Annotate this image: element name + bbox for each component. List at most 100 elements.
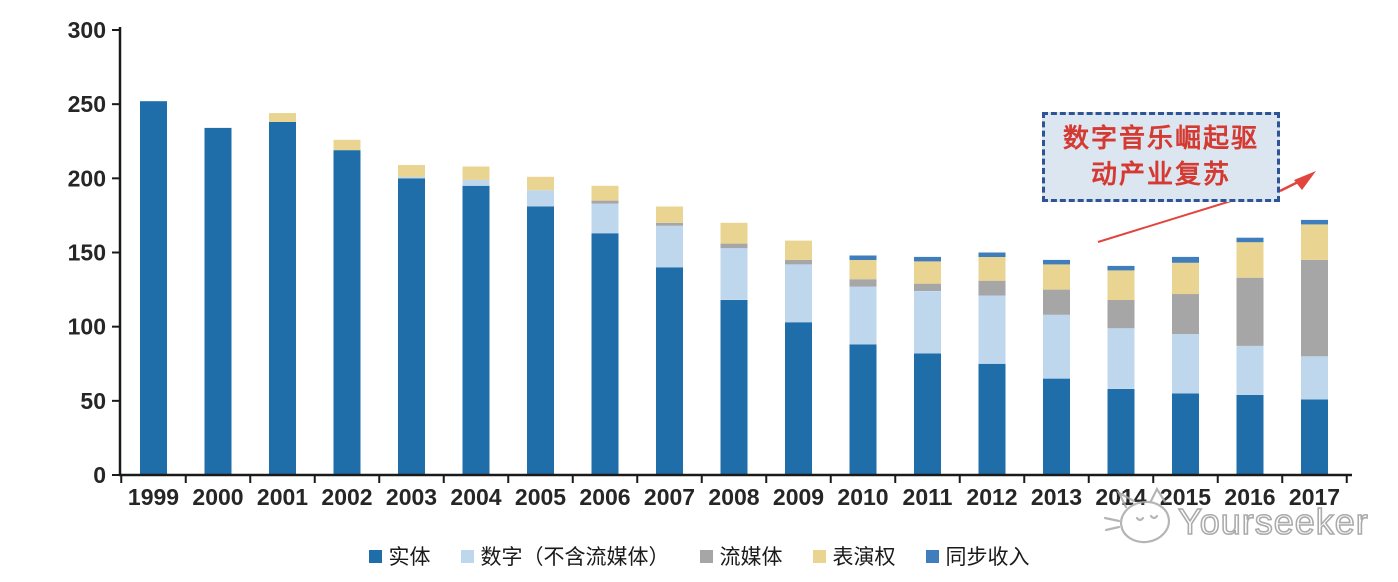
legend-swatch bbox=[460, 549, 474, 563]
bar-segment-2004-s1 bbox=[462, 179, 490, 186]
legend-label: 同步收入 bbox=[945, 545, 1030, 569]
bar-segment-1999-s0 bbox=[140, 101, 167, 475]
bar-segment-2011-s2 bbox=[914, 283, 941, 291]
bar-segment-2016-s2 bbox=[1236, 277, 1264, 346]
bar-segment-2007-s3 bbox=[656, 206, 683, 223]
bar-segment-2016-s1 bbox=[1236, 345, 1264, 395]
legend-label: 实体 bbox=[388, 545, 431, 569]
bar-segment-2005-s0 bbox=[527, 206, 554, 475]
bar-segment-2014-s3 bbox=[1107, 270, 1135, 300]
bar-segment-2009-s1 bbox=[785, 264, 812, 323]
bar-segment-2014-s2 bbox=[1107, 300, 1135, 329]
bar-segment-2015-s2 bbox=[1172, 294, 1199, 335]
bar-segment-2010-s1 bbox=[849, 286, 877, 345]
bar-segment-2009-s0 bbox=[785, 322, 812, 475]
bar-segment-2000-s0 bbox=[204, 127, 232, 476]
bar-segment-2013-s2 bbox=[1043, 289, 1070, 315]
x-tick-label: 2004 bbox=[450, 484, 501, 510]
x-tick-label: 2008 bbox=[708, 484, 759, 510]
x-tick-label: 1999 bbox=[128, 484, 179, 510]
x-tick-label: 2013 bbox=[1031, 484, 1082, 510]
x-tick-label: 2010 bbox=[837, 484, 888, 510]
x-tick-label: 2017 bbox=[1289, 484, 1340, 510]
annotation-line2: 动产业复苏 bbox=[1090, 160, 1231, 190]
legend-item-0: 实体 bbox=[368, 541, 431, 571]
bar-segment-2013-s1 bbox=[1043, 314, 1070, 379]
legend-swatch bbox=[925, 549, 939, 563]
bar-segment-2017-s1 bbox=[1301, 356, 1328, 400]
y-tick-label: 150 bbox=[68, 240, 106, 266]
bar-segment-2014-s4 bbox=[1107, 265, 1135, 271]
x-tick-label: 2000 bbox=[192, 484, 243, 510]
legend-item-4: 同步收入 bbox=[925, 541, 1030, 571]
y-tick-label: 0 bbox=[93, 462, 106, 488]
bar-segment-2012-s1 bbox=[978, 295, 1006, 364]
bar-segment-2017-s0 bbox=[1301, 399, 1328, 476]
bar-segment-2005-s3 bbox=[527, 176, 554, 191]
y-tick-label: 300 bbox=[68, 17, 106, 43]
bar-segment-2003-s3 bbox=[398, 165, 425, 177]
bar-segment-2002-s0 bbox=[333, 150, 361, 475]
bar-segment-2007-s1 bbox=[656, 225, 683, 268]
bar-segment-2016-s0 bbox=[1236, 394, 1264, 475]
bar-segment-2003-s0 bbox=[398, 178, 425, 476]
bar-segment-2010-s4 bbox=[849, 255, 877, 260]
bar-segment-2008-s1 bbox=[720, 248, 748, 300]
bar-segment-2011-s1 bbox=[914, 291, 941, 354]
bar-segment-2006-s2 bbox=[591, 200, 619, 204]
y-tick-label: 200 bbox=[68, 165, 106, 191]
bar-segment-2010-s2 bbox=[849, 279, 877, 287]
x-tick-label: 2003 bbox=[386, 484, 437, 510]
x-tick-label: 2011 bbox=[903, 484, 953, 510]
bar-segment-2016-s3 bbox=[1236, 242, 1264, 278]
bar-segment-2006-s0 bbox=[591, 233, 619, 475]
x-tick-label: 2001 bbox=[257, 484, 308, 510]
legend-swatch bbox=[699, 549, 713, 563]
chart-legend: 实体 数字（不含流媒体） 流媒体 表演权 同步收入 bbox=[0, 541, 1398, 571]
bar-segment-2010-s3 bbox=[849, 259, 877, 280]
bar-segment-2015-s1 bbox=[1172, 334, 1199, 394]
bar-segment-2008-s2 bbox=[720, 243, 748, 249]
legend-label: 表演权 bbox=[832, 545, 896, 569]
bar-segment-2011-s4 bbox=[914, 256, 941, 262]
legend-item-2: 流媒体 bbox=[699, 541, 783, 571]
x-tick-label: 2009 bbox=[773, 484, 824, 510]
bar-segment-2008-s3 bbox=[720, 222, 748, 244]
legend-swatch bbox=[812, 549, 826, 563]
annotation-callout: 数字音乐崛起驱 动产业复苏 bbox=[1042, 112, 1280, 202]
legend-swatch bbox=[368, 549, 382, 563]
bar-segment-2004-s3 bbox=[462, 166, 490, 180]
legend-item-3: 表演权 bbox=[812, 541, 896, 571]
bar-segment-2008-s0 bbox=[720, 300, 748, 475]
bar-segment-2013-s3 bbox=[1043, 264, 1070, 290]
bar-segment-2013-s4 bbox=[1043, 259, 1070, 265]
bar-segment-2009-s2 bbox=[785, 259, 812, 265]
bar-segment-2011-s3 bbox=[914, 261, 941, 284]
bar-segment-2006-s3 bbox=[591, 185, 619, 201]
bar-segment-2011-s0 bbox=[914, 353, 941, 475]
x-tick-label: 2002 bbox=[321, 484, 372, 510]
bar-segment-2010-s0 bbox=[849, 344, 877, 475]
bar-segment-2016-s4 bbox=[1236, 237, 1264, 243]
bar-segment-2012-s4 bbox=[978, 252, 1006, 257]
bar-segment-2002-s3 bbox=[333, 139, 361, 151]
bar-segment-2014-s0 bbox=[1107, 389, 1135, 475]
bar-segment-2003-s1 bbox=[398, 176, 425, 179]
bar-segment-2005-s1 bbox=[527, 190, 554, 207]
y-tick-label: 250 bbox=[68, 91, 106, 117]
y-tick-label: 50 bbox=[80, 388, 106, 414]
bar-segment-2017-s3 bbox=[1301, 224, 1328, 260]
bar-segment-2014-s1 bbox=[1107, 328, 1135, 389]
bar-segment-2007-s2 bbox=[656, 222, 683, 226]
bar-segment-2001-s0 bbox=[269, 122, 296, 475]
bar-segment-2007-s0 bbox=[656, 267, 683, 475]
x-tick-label: 2006 bbox=[579, 484, 630, 510]
bar-segment-2012-s0 bbox=[978, 363, 1006, 476]
bar-segment-2012-s3 bbox=[978, 256, 1006, 281]
annotation-line1: 数字音乐崛起驱 bbox=[1062, 124, 1259, 154]
x-tick-label: 2014 bbox=[1095, 484, 1146, 510]
bar-segment-2015-s0 bbox=[1172, 393, 1199, 475]
bar-segment-2004-s0 bbox=[462, 185, 490, 476]
